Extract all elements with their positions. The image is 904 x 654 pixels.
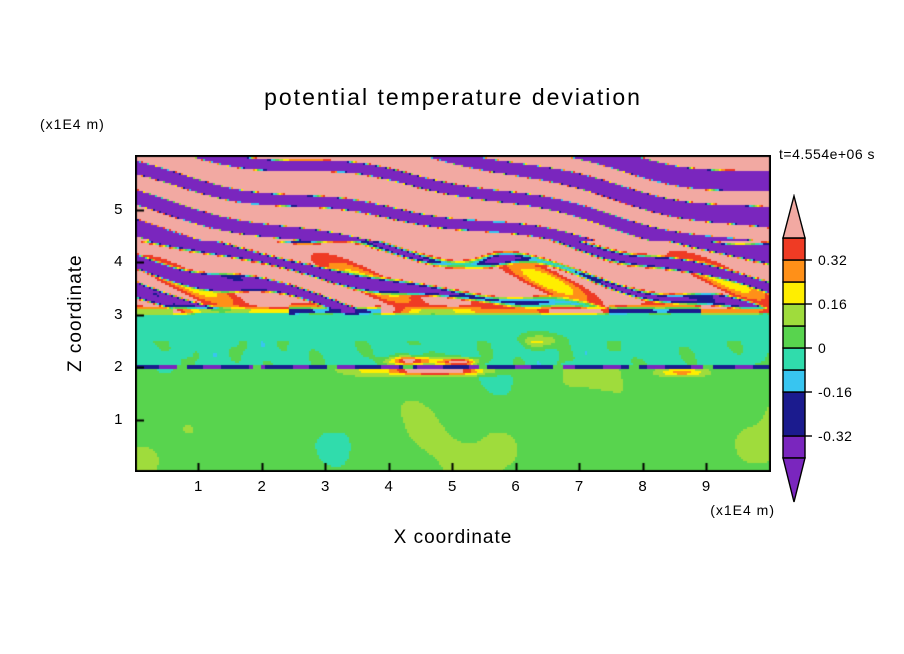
x-tick-label: 4: [384, 478, 394, 495]
colorbar-tick-label: 0.16: [818, 296, 847, 312]
y-axis-unit-label: (x1E4 m): [40, 116, 105, 132]
x-tick-label: 9: [701, 478, 711, 495]
y-axis-title: Z coordinate: [65, 254, 86, 373]
z-tick-label: 5: [114, 201, 123, 219]
x-tick-label: 2: [257, 478, 267, 495]
colorbar-tick-label: 0.32: [818, 252, 847, 268]
z-tick-label: 4: [114, 253, 123, 271]
chart-title: potential temperature deviation: [264, 84, 642, 110]
z-tick-label: 2: [114, 358, 123, 376]
z-tick-label: 1: [114, 410, 123, 428]
colorbar-tick-label: 0: [818, 340, 826, 356]
colorbar: 0.32 0.16 0 -0.16 -0.32: [782, 194, 852, 503]
colorbar-tick-label: -0.16: [818, 384, 852, 400]
time-label: t=4.554e+06 s: [779, 146, 876, 162]
contour-plot-canvas: [135, 155, 771, 472]
x-tick-label: 8: [638, 478, 648, 495]
x-axis-unit-label: (x1E4 m): [710, 502, 775, 518]
x-tick-label: 5: [447, 478, 457, 495]
x-axis-title: X coordinate: [393, 527, 513, 548]
x-tick-label: 6: [511, 478, 521, 495]
z-tick-label: 3: [114, 305, 123, 323]
x-tick-label: 1: [194, 478, 203, 495]
x-tick-label: 7: [574, 478, 584, 495]
colorbar-tick-label: -0.32: [818, 428, 852, 444]
x-tick-label: 3: [320, 478, 330, 495]
